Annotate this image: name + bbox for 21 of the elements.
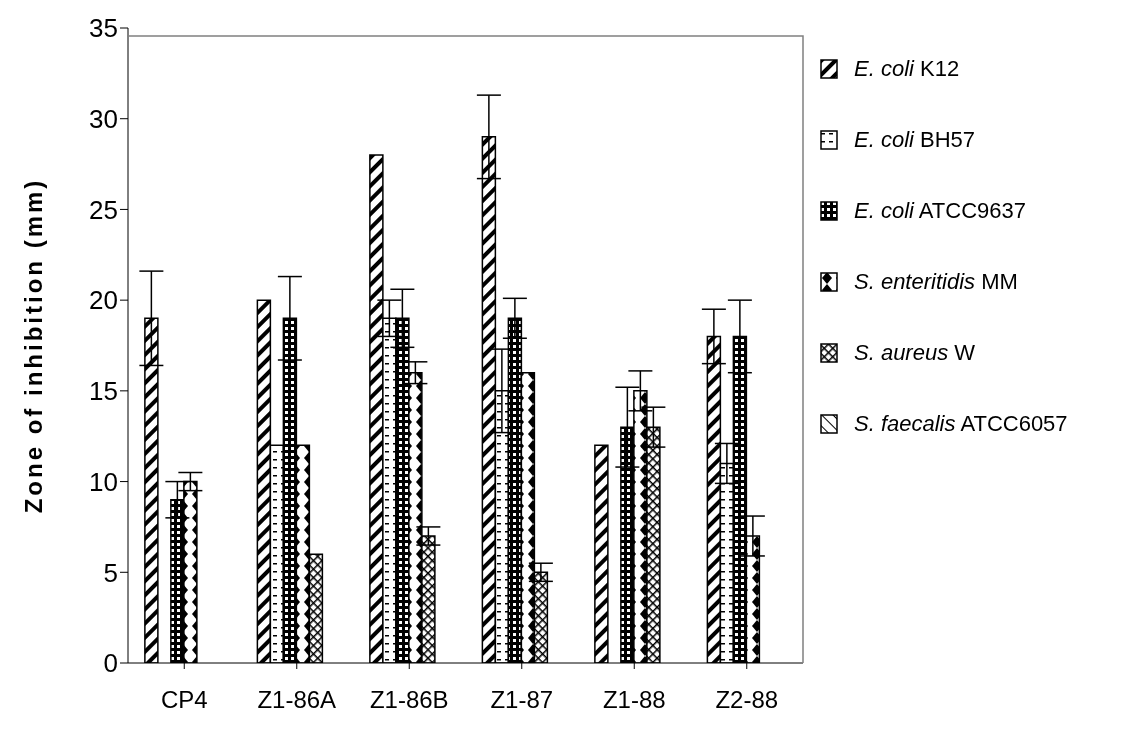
legend-label: E. coli K12 (854, 55, 960, 82)
y-tick-label: 25 (89, 194, 118, 225)
y-tick-label: 20 (89, 285, 118, 316)
x-tick-label: Z1-88 (602, 686, 666, 714)
legend-label: E. coli ATCC9637 (854, 197, 1027, 224)
legend-label: E. coli BH57 (854, 126, 976, 153)
legend-label: S. aureus W (854, 339, 976, 366)
x-tick-label: Z2-88 (715, 686, 779, 714)
y-tick-label: 0 (103, 648, 118, 679)
x-tick-label: Z1-86B (369, 686, 449, 714)
y-tick-label: 5 (103, 557, 118, 588)
y-axis-title: Zone of inhibition (mm) (19, 177, 47, 514)
legend-label: S. enteritidis MM (854, 268, 1018, 295)
legend-label: S. faecalis ATCC6057 (854, 410, 1068, 437)
y-tick-label: 35 (89, 13, 118, 44)
x-tick-label: CP4 (160, 686, 208, 714)
x-tick-label: Z1-87 (490, 686, 554, 714)
x-tick-label: Z1-86A (257, 686, 337, 714)
y-tick-label: 30 (89, 103, 118, 134)
y-tick-label: 15 (89, 376, 118, 407)
y-tick-label: 10 (89, 466, 118, 497)
